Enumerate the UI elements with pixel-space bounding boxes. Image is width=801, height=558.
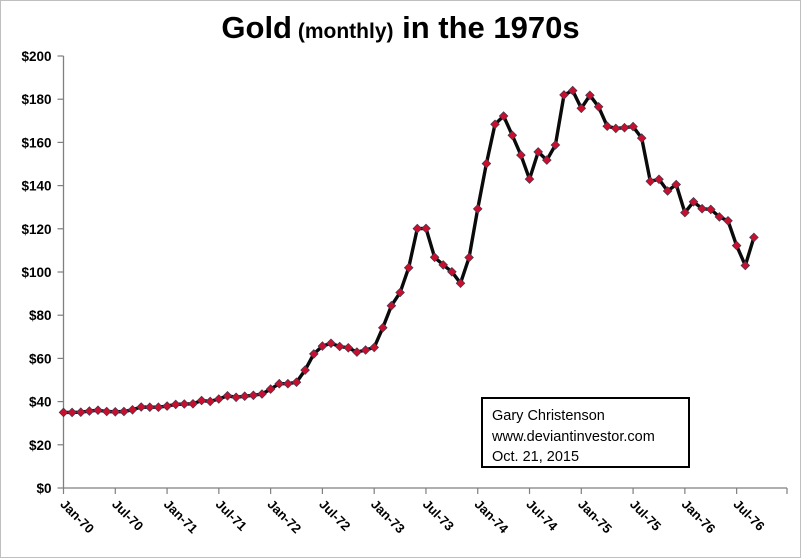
annotation-website: www.deviantinvestor.com <box>492 428 655 445</box>
x-axis-tick-label: Jan-72 <box>264 497 304 537</box>
x-axis-tick-label: Jan-76 <box>679 497 719 537</box>
y-axis-tick-label: $0 <box>36 481 51 496</box>
x-axis-tick-label: Jan-74 <box>472 497 512 537</box>
x-axis-tick-label: Jul-76 <box>731 497 768 534</box>
chart-title: Gold (monthly) in the 1970s <box>1 9 800 53</box>
annotation-date: Oct. 21, 2015 <box>492 449 580 465</box>
x-axis-tick-label: Jan-73 <box>368 497 408 537</box>
x-axis-tick-label: Jul-73 <box>420 497 457 534</box>
x-axis-tick-label: Jan-75 <box>575 497 615 537</box>
annotation-box: Gary Christenson www.deviantinvestor.com… <box>481 397 690 468</box>
data-point-markers <box>58 85 759 418</box>
x-axis-tick-label: Jan-70 <box>57 497 97 537</box>
chart-title-suffix: in the 1970s <box>402 10 580 45</box>
x-axis-tick-label: Jul-75 <box>627 497 664 534</box>
y-axis-tick-label: $20 <box>29 438 52 453</box>
x-axis-tick-label: Jul-70 <box>109 497 146 534</box>
y-axis-tick-label: $100 <box>21 265 51 280</box>
annotation-author: Gary Christenson <box>492 408 605 424</box>
y-axis-tick-label: $180 <box>21 92 51 107</box>
x-axis-tick-label: Jul-74 <box>523 497 561 535</box>
x-axis-tick-label: Jan-71 <box>161 497 201 537</box>
x-axis-tick-label: Jul-71 <box>213 497 250 534</box>
chart-title-main: Gold <box>221 10 292 45</box>
x-axis-tick-label: Jul-72 <box>316 497 353 534</box>
y-axis-tick-label: $40 <box>29 395 52 410</box>
y-axis-tick-label: $120 <box>21 222 51 237</box>
price-line <box>61 88 756 415</box>
y-axis-tick-label: $60 <box>29 351 52 366</box>
y-axis-tick-label: $200 <box>21 49 51 64</box>
y-axis-tick-label: $140 <box>21 179 51 194</box>
y-axis-tick-label: $80 <box>29 308 52 323</box>
chart-title-qualifier: (monthly) <box>297 20 394 43</box>
y-axis-tick-label: $160 <box>21 135 51 150</box>
